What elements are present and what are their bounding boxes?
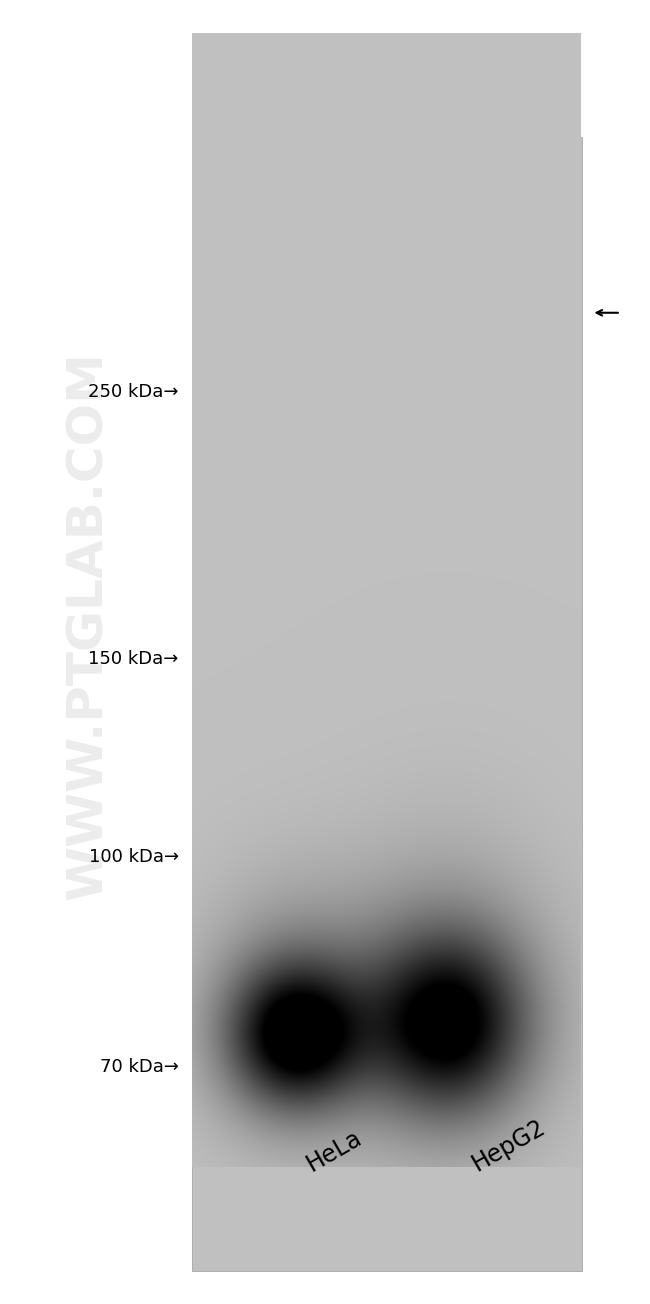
Text: HeLa: HeLa — [302, 1125, 366, 1176]
Text: 70 kDa→: 70 kDa→ — [99, 1058, 179, 1076]
Bar — [192, 137, 582, 1271]
Text: HepG2: HepG2 — [468, 1115, 550, 1176]
Text: 100 kDa→: 100 kDa→ — [88, 849, 179, 866]
Text: 150 kDa→: 150 kDa→ — [88, 649, 179, 668]
Text: 250 kDa→: 250 kDa→ — [88, 383, 179, 402]
Text: WWW.PTGLAB.COM: WWW.PTGLAB.COM — [64, 352, 112, 900]
